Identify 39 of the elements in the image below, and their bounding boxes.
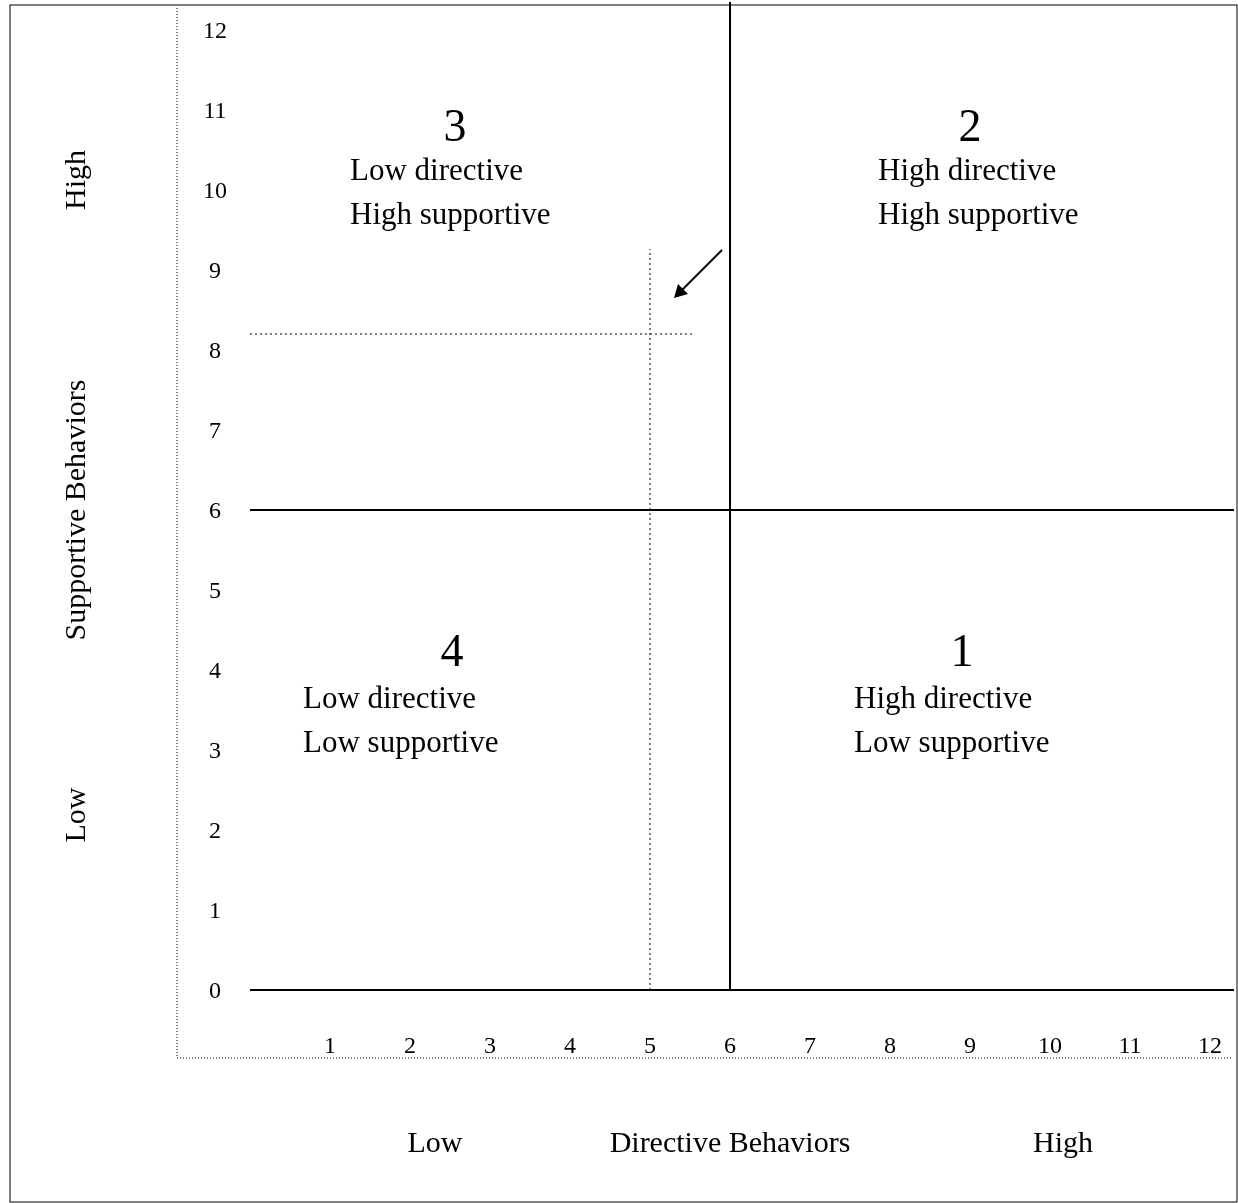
- annotation: 1: [950, 625, 974, 677]
- y-tick-label: 3: [209, 737, 221, 764]
- x-tick-label: 4: [564, 1032, 576, 1058]
- y-tick-label: 5: [209, 577, 221, 604]
- text: Low: [58, 787, 91, 843]
- annotation: High directive High supportive: [878, 152, 1079, 231]
- x-tick-label: 5: [644, 1032, 656, 1058]
- x-tick-label: 7: [804, 1032, 816, 1058]
- text: High: [58, 150, 91, 210]
- y-tick-label: 0: [209, 977, 221, 1004]
- x-tick-label: 8: [884, 1032, 896, 1058]
- annotation: 4: [440, 625, 464, 677]
- x-tick-label: 12: [1198, 1032, 1222, 1058]
- y-tick-label: 10: [203, 177, 227, 204]
- x-tick-label: 1: [324, 1032, 336, 1058]
- y-tick-label: 11: [203, 97, 227, 124]
- annotation: Low directive High supportive: [350, 152, 551, 231]
- x-tick-label: 6: [724, 1032, 736, 1058]
- y-tick-label: 7: [209, 417, 221, 444]
- y-axis-title: Supportive Behaviors: [58, 379, 91, 641]
- text: High: [1033, 1125, 1093, 1158]
- x-tick-label: 11: [1118, 1032, 1142, 1058]
- text: Low: [407, 1125, 463, 1158]
- y-tick-label: 4: [209, 657, 221, 684]
- annotation: Low directive Low supportive: [303, 680, 499, 759]
- annotation: High directive Low supportive: [854, 680, 1050, 759]
- x-axis-title: Directive Behaviors: [609, 1125, 851, 1158]
- annotation: 3: [443, 100, 467, 152]
- y-tick-label: 1: [209, 897, 221, 924]
- x-tick-label: 3: [484, 1032, 496, 1058]
- y-tick-label: 9: [209, 257, 221, 284]
- x-tick-label: 9: [964, 1032, 976, 1058]
- y-tick-label: 8: [209, 337, 221, 364]
- y-tick-label: 12: [203, 17, 227, 44]
- annotation: 2: [958, 100, 982, 152]
- x-tick-label: 2: [404, 1032, 416, 1058]
- x-tick-label: 10: [1038, 1032, 1062, 1058]
- y-tick-label: 6: [209, 497, 221, 524]
- y-tick-label: 2: [209, 817, 221, 844]
